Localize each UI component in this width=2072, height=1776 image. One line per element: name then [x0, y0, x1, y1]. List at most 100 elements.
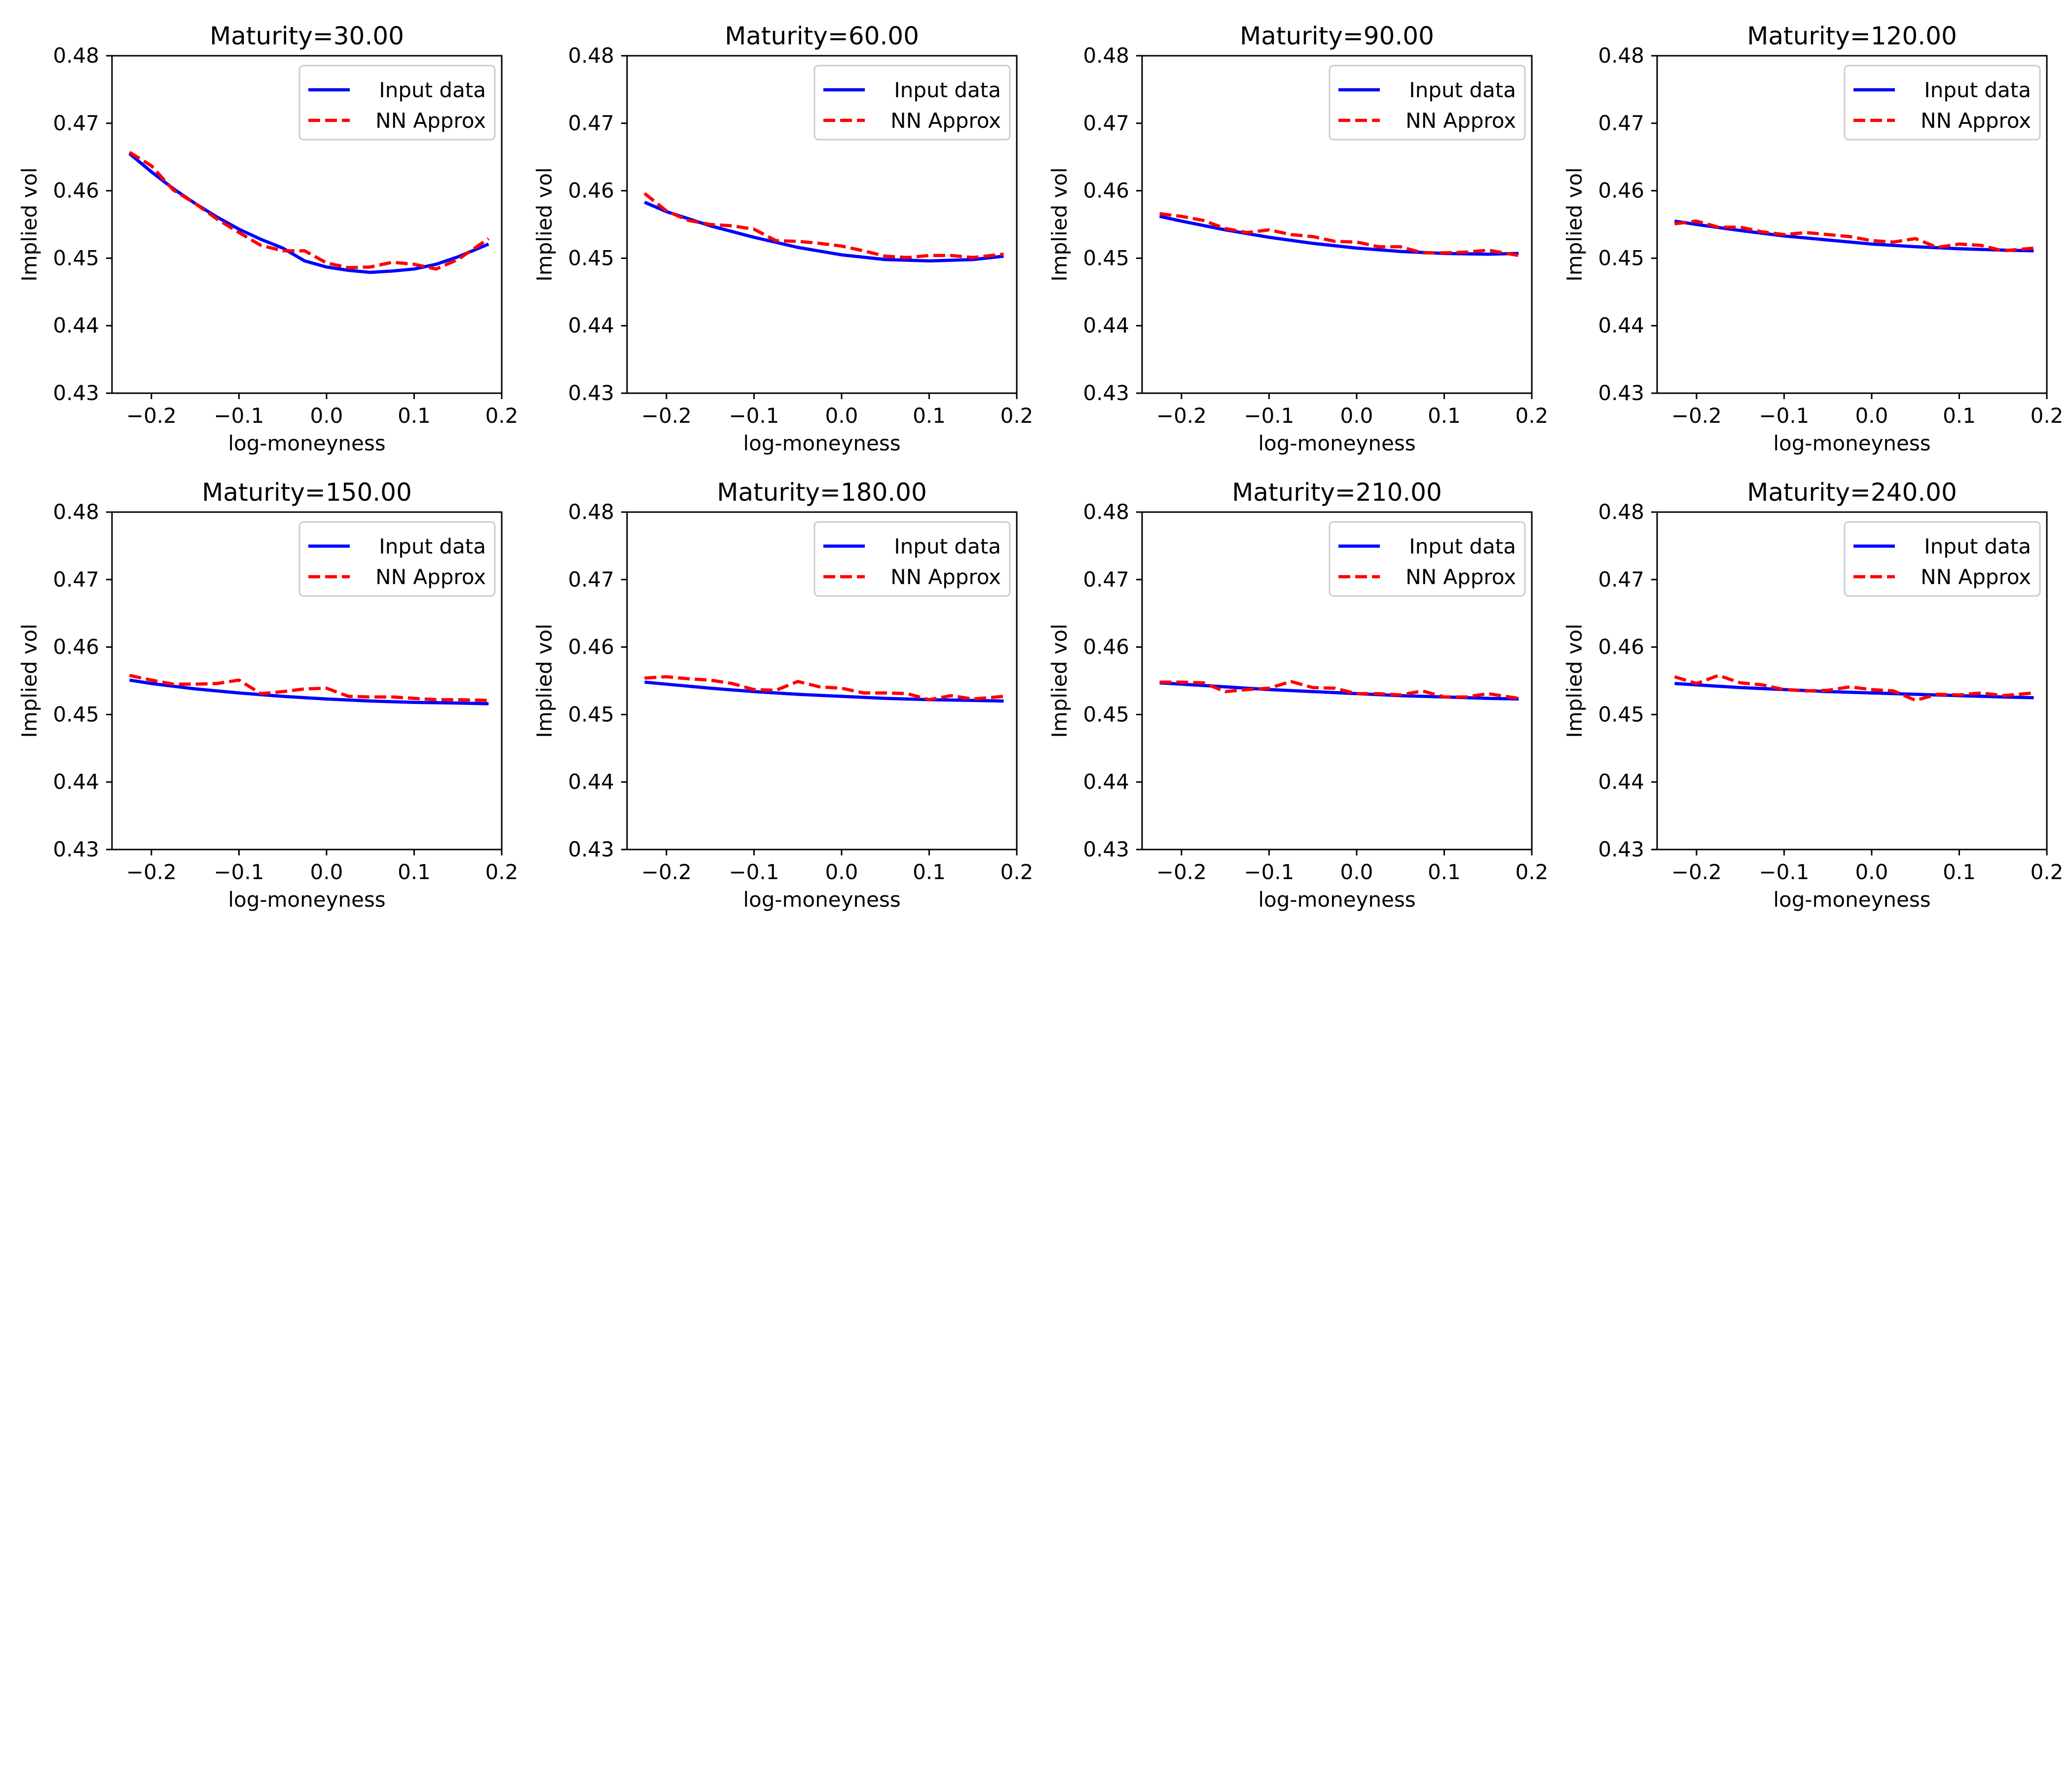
- subplot-5: 0.43 0.44 0.45 0.46 0.47 0.48 −0.2 −0.1 0.0 0.1 0.…: [17, 478, 518, 912]
- y-tick-label: 0.47: [53, 567, 99, 592]
- axes-frame: [626, 55, 1018, 394]
- legend-label: NN Approx: [1406, 565, 1516, 589]
- x-tick-label: 0.2: [485, 860, 518, 884]
- x-tick-label: 0.2: [485, 404, 518, 428]
- y-tick-label: 0.46: [1083, 635, 1129, 659]
- y-tick-label: 0.43: [1083, 837, 1129, 861]
- x-axis-label: log-moneyness: [1258, 888, 1415, 912]
- chart-title: Maturity=180.00: [717, 478, 927, 507]
- x-tick-label: −0.2: [1156, 860, 1207, 884]
- x-axis-label: log-moneyness: [743, 888, 900, 912]
- chart-title: Maturity=120.00: [1747, 22, 1957, 50]
- x-tick-label: −0.2: [641, 860, 692, 884]
- y-tick-label: 0.43: [53, 837, 99, 861]
- x-axis-label: log-moneyness: [743, 431, 900, 455]
- legend-label: Input data: [379, 534, 486, 558]
- y-tick-label: 0.45: [568, 246, 614, 270]
- nn-approx-line: [643, 192, 1004, 259]
- x-axis-label: log-moneyness: [1773, 888, 1930, 912]
- legend: Input data NN Approx: [298, 65, 496, 141]
- nn-approx-line: [129, 673, 489, 702]
- y-tick-label: 0.48: [1598, 500, 1644, 524]
- legend: Input data NN Approx: [1844, 521, 2041, 597]
- y-tick-label: 0.46: [53, 179, 99, 203]
- y-axis-label: Implied vol: [532, 167, 556, 281]
- legend-label: Input data: [894, 534, 1001, 558]
- y-tick-label: 0.48: [53, 43, 99, 68]
- y-tick-label: 0.47: [1598, 111, 1644, 135]
- subplot-8: 0.43 0.44 0.45 0.46 0.47 0.48 −0.2 −0.1 0.0 0.1 0.…: [1562, 478, 2063, 912]
- nn-approx-line: [1674, 219, 2034, 253]
- legend: Input data NN Approx: [814, 65, 1011, 141]
- subplot-2: 0.43 0.44 0.45 0.46 0.47 0.48 −0.2 −0.1 0.0 0.1 0.…: [532, 22, 1033, 455]
- y-tick-label: 0.44: [53, 313, 99, 337]
- subplot-4: 0.43 0.44 0.45 0.46 0.47 0.48 −0.2 −0.1 0.0 0.1 0.…: [1562, 22, 2063, 455]
- y-tick-label: 0.45: [1598, 702, 1644, 726]
- nn-approx-line: [644, 675, 1004, 702]
- subplot-7: 0.43 0.44 0.45 0.46 0.47 0.48 −0.2 −0.1 0.0 0.1 0.…: [1047, 478, 1548, 912]
- input-data-line: [1674, 682, 2034, 700]
- legend-label: Input data: [1924, 78, 2031, 102]
- y-tick-label: 0.47: [568, 567, 614, 592]
- y-tick-label: 0.45: [1598, 246, 1644, 270]
- legend-label: NN Approx: [1406, 109, 1516, 133]
- x-tick-label: 0.1: [1943, 860, 1976, 884]
- y-tick-label: 0.44: [1598, 313, 1644, 337]
- x-tick-label: −0.1: [1759, 860, 1809, 884]
- nn-approx-line: [128, 150, 490, 271]
- y-tick-label: 0.43: [568, 837, 614, 861]
- legend-label: NN Approx: [890, 565, 1001, 589]
- y-tick-label: 0.48: [1083, 43, 1129, 68]
- x-tick-label: 0.0: [1340, 404, 1373, 428]
- y-tick-label: 0.43: [1083, 381, 1129, 405]
- x-tick-label: 0.0: [310, 404, 343, 428]
- legend-label: NN Approx: [1921, 565, 2031, 589]
- legend-label: NN Approx: [375, 565, 486, 589]
- x-tick-label: −0.2: [641, 404, 692, 428]
- x-tick-label: 0.2: [1516, 860, 1549, 884]
- x-tick-label: −0.1: [1244, 860, 1294, 884]
- y-tick-label: 0.48: [1598, 43, 1644, 68]
- x-axis-label: log-moneyness: [1258, 431, 1415, 455]
- y-axis-label: Implied vol: [1047, 624, 1072, 738]
- x-tick-label: 0.2: [1000, 404, 1034, 428]
- y-tick-label: 0.45: [568, 702, 614, 726]
- y-tick-label: 0.46: [568, 635, 614, 659]
- y-tick-label: 0.43: [1598, 381, 1644, 405]
- legend-label: Input data: [1924, 534, 2031, 558]
- legend: Input data NN Approx: [1329, 521, 1526, 597]
- x-tick-label: −0.1: [214, 860, 264, 884]
- x-axis-label: log-moneyness: [228, 431, 385, 455]
- chart-title: Maturity=240.00: [1747, 478, 1957, 507]
- y-tick-label: 0.47: [53, 111, 99, 135]
- x-tick-label: 0.0: [310, 860, 343, 884]
- subplot-6: 0.43 0.44 0.45 0.46 0.47 0.48 −0.2 −0.1 0.0 0.1 0.…: [532, 478, 1033, 912]
- x-tick-label: 0.1: [398, 404, 431, 428]
- legend: Input data NN Approx: [1329, 65, 1526, 141]
- y-tick-label: 0.48: [568, 500, 614, 524]
- y-axis-label: Implied vol: [532, 624, 556, 738]
- y-tick-label: 0.47: [1083, 567, 1129, 592]
- axes-frame: [1141, 55, 1533, 394]
- y-axis-label: Implied vol: [1562, 624, 1587, 738]
- x-tick-label: 0.0: [1340, 860, 1373, 884]
- x-tick-label: 0.2: [2031, 860, 2064, 884]
- y-tick-label: 0.44: [568, 770, 614, 794]
- x-tick-label: 0.1: [913, 860, 946, 884]
- x-tick-label: −0.2: [1671, 404, 1722, 428]
- y-axis-label: Implied vol: [1562, 167, 1587, 281]
- nn-approx-line: [1159, 212, 1519, 258]
- y-axis-label: Implied vol: [1047, 167, 1072, 281]
- x-tick-label: 0.1: [1428, 860, 1461, 884]
- legend-label: Input data: [1409, 78, 1516, 102]
- y-axis-label: Implied vol: [17, 624, 41, 738]
- y-tick-label: 0.44: [568, 313, 614, 337]
- y-axis-label: Implied vol: [17, 167, 41, 281]
- x-tick-label: 0.1: [1428, 404, 1461, 428]
- legend: Input data NN Approx: [1844, 65, 2041, 141]
- legend-label: Input data: [1409, 534, 1516, 558]
- legend: Input data NN Approx: [814, 521, 1011, 597]
- x-tick-label: −0.1: [1759, 404, 1809, 428]
